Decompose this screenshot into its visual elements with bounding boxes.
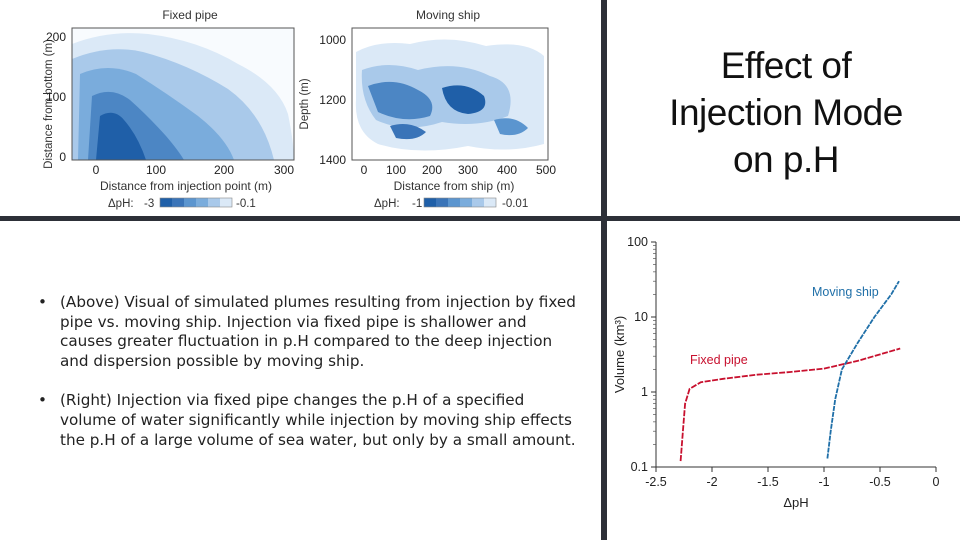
bullet-item: • (Above) Visual of simulated plumes res… <box>38 293 578 371</box>
moving-ship-xtick: 100 <box>386 163 406 177</box>
fixed-pipe-xtick: 0 <box>93 163 100 177</box>
slide-title-line: on p.H <box>732 139 840 180</box>
x-axis-label: ΔpH <box>783 495 808 510</box>
moving-ship-colorbar-label: ΔpH: <box>374 198 400 210</box>
moving-ship-ytick: 1400 <box>319 153 346 167</box>
fixed-pipe-colorbar-min: -3 <box>144 198 154 210</box>
fixed-pipe-title: Fixed pipe <box>162 8 218 22</box>
y-tick-label: 10 <box>634 310 648 324</box>
fixed-pipe-xtick: 100 <box>146 163 166 177</box>
moving-ship-title: Moving ship <box>416 8 480 22</box>
fixed-pipe-colorbar-max: -0.1 <box>236 198 256 210</box>
series-label: Moving ship <box>812 285 879 299</box>
horizontal-divider <box>0 216 960 221</box>
fixed-pipe-ytick: 200 <box>46 30 66 44</box>
vertical-divider <box>601 0 607 540</box>
fixed-pipe-ylabel: Distance from bottom (m) <box>43 39 55 169</box>
x-tick-label: -2.5 <box>645 475 667 489</box>
fixed-pipe-colorbar-label: ΔpH: <box>108 198 134 210</box>
slide-title: Effect of Injection Mode on p.H <box>636 42 936 183</box>
moving-ship-ytick: 1200 <box>319 93 346 107</box>
moving-ship-plot <box>351 27 549 161</box>
plume-figure: Fixed pipe Distance from bottom (m) 200 … <box>43 8 556 210</box>
series-line <box>826 280 900 459</box>
series-line <box>679 347 901 462</box>
moving-ship-xtick: 0 <box>361 163 368 177</box>
moving-ship-ylabel: Depth (m) <box>299 78 311 129</box>
moving-ship-xtick: 500 <box>536 163 556 177</box>
moving-ship-xlabel: Distance from ship (m) <box>394 179 515 193</box>
fixed-pipe-ytick: 100 <box>46 90 66 104</box>
fixed-pipe-ytick: 0 <box>59 150 66 164</box>
fixed-pipe-xtick: 200 <box>214 163 234 177</box>
y-axis-label: Volume (km³) <box>612 316 627 393</box>
moving-ship-panel: Moving ship Depth (m) 1000 1200 1400 0 1… <box>299 8 556 210</box>
series-label: Fixed pipe <box>690 353 748 367</box>
bullet-item: • (Right) Injection via fixed pipe chang… <box>38 391 578 450</box>
fixed-pipe-colorbar <box>159 197 233 208</box>
slide-title-line: Injection Mode <box>669 92 903 133</box>
x-tick-label: -2 <box>706 475 717 489</box>
moving-ship-xtick: 400 <box>497 163 517 177</box>
y-tick-label: 1 <box>641 385 648 399</box>
bullet-dot: • <box>38 391 47 410</box>
bullet-dot: • <box>38 293 47 311</box>
moving-ship-ytick: 1000 <box>319 33 346 47</box>
moving-ship-xtick: 200 <box>422 163 442 177</box>
bullet-text: (Right) Injection via fixed pipe changes… <box>60 391 576 449</box>
x-tick-label: -1.5 <box>757 475 779 489</box>
fixed-pipe-xlabel: Distance from injection point (m) <box>100 179 272 193</box>
moving-ship-colorbar <box>423 197 497 208</box>
x-tick-label: -1 <box>818 475 829 489</box>
fixed-pipe-plot <box>71 27 295 161</box>
bullet-list: • (Above) Visual of simulated plumes res… <box>38 293 578 470</box>
slide-title-line: Effect of <box>720 45 852 86</box>
y-tick-label: 0.1 <box>631 460 648 474</box>
fixed-pipe-panel: Fixed pipe Distance from bottom (m) 200 … <box>43 8 295 210</box>
moving-ship-colorbar-min: -1 <box>412 198 422 210</box>
bullet-text: (Above) Visual of simulated plumes resul… <box>60 293 576 370</box>
moving-ship-colorbar-max: -0.01 <box>502 198 528 210</box>
fixed-pipe-xtick: 300 <box>274 163 294 177</box>
volume-chart: -2.5 -2 -1.5 -1 -0.5 0 0.1 1 10 100 ΔpH Volume (km³… <box>612 235 940 510</box>
x-tick-label: -0.5 <box>869 475 891 489</box>
y-tick-label: 100 <box>627 235 648 249</box>
moving-ship-xtick: 300 <box>458 163 478 177</box>
x-tick-label: 0 <box>933 475 940 489</box>
